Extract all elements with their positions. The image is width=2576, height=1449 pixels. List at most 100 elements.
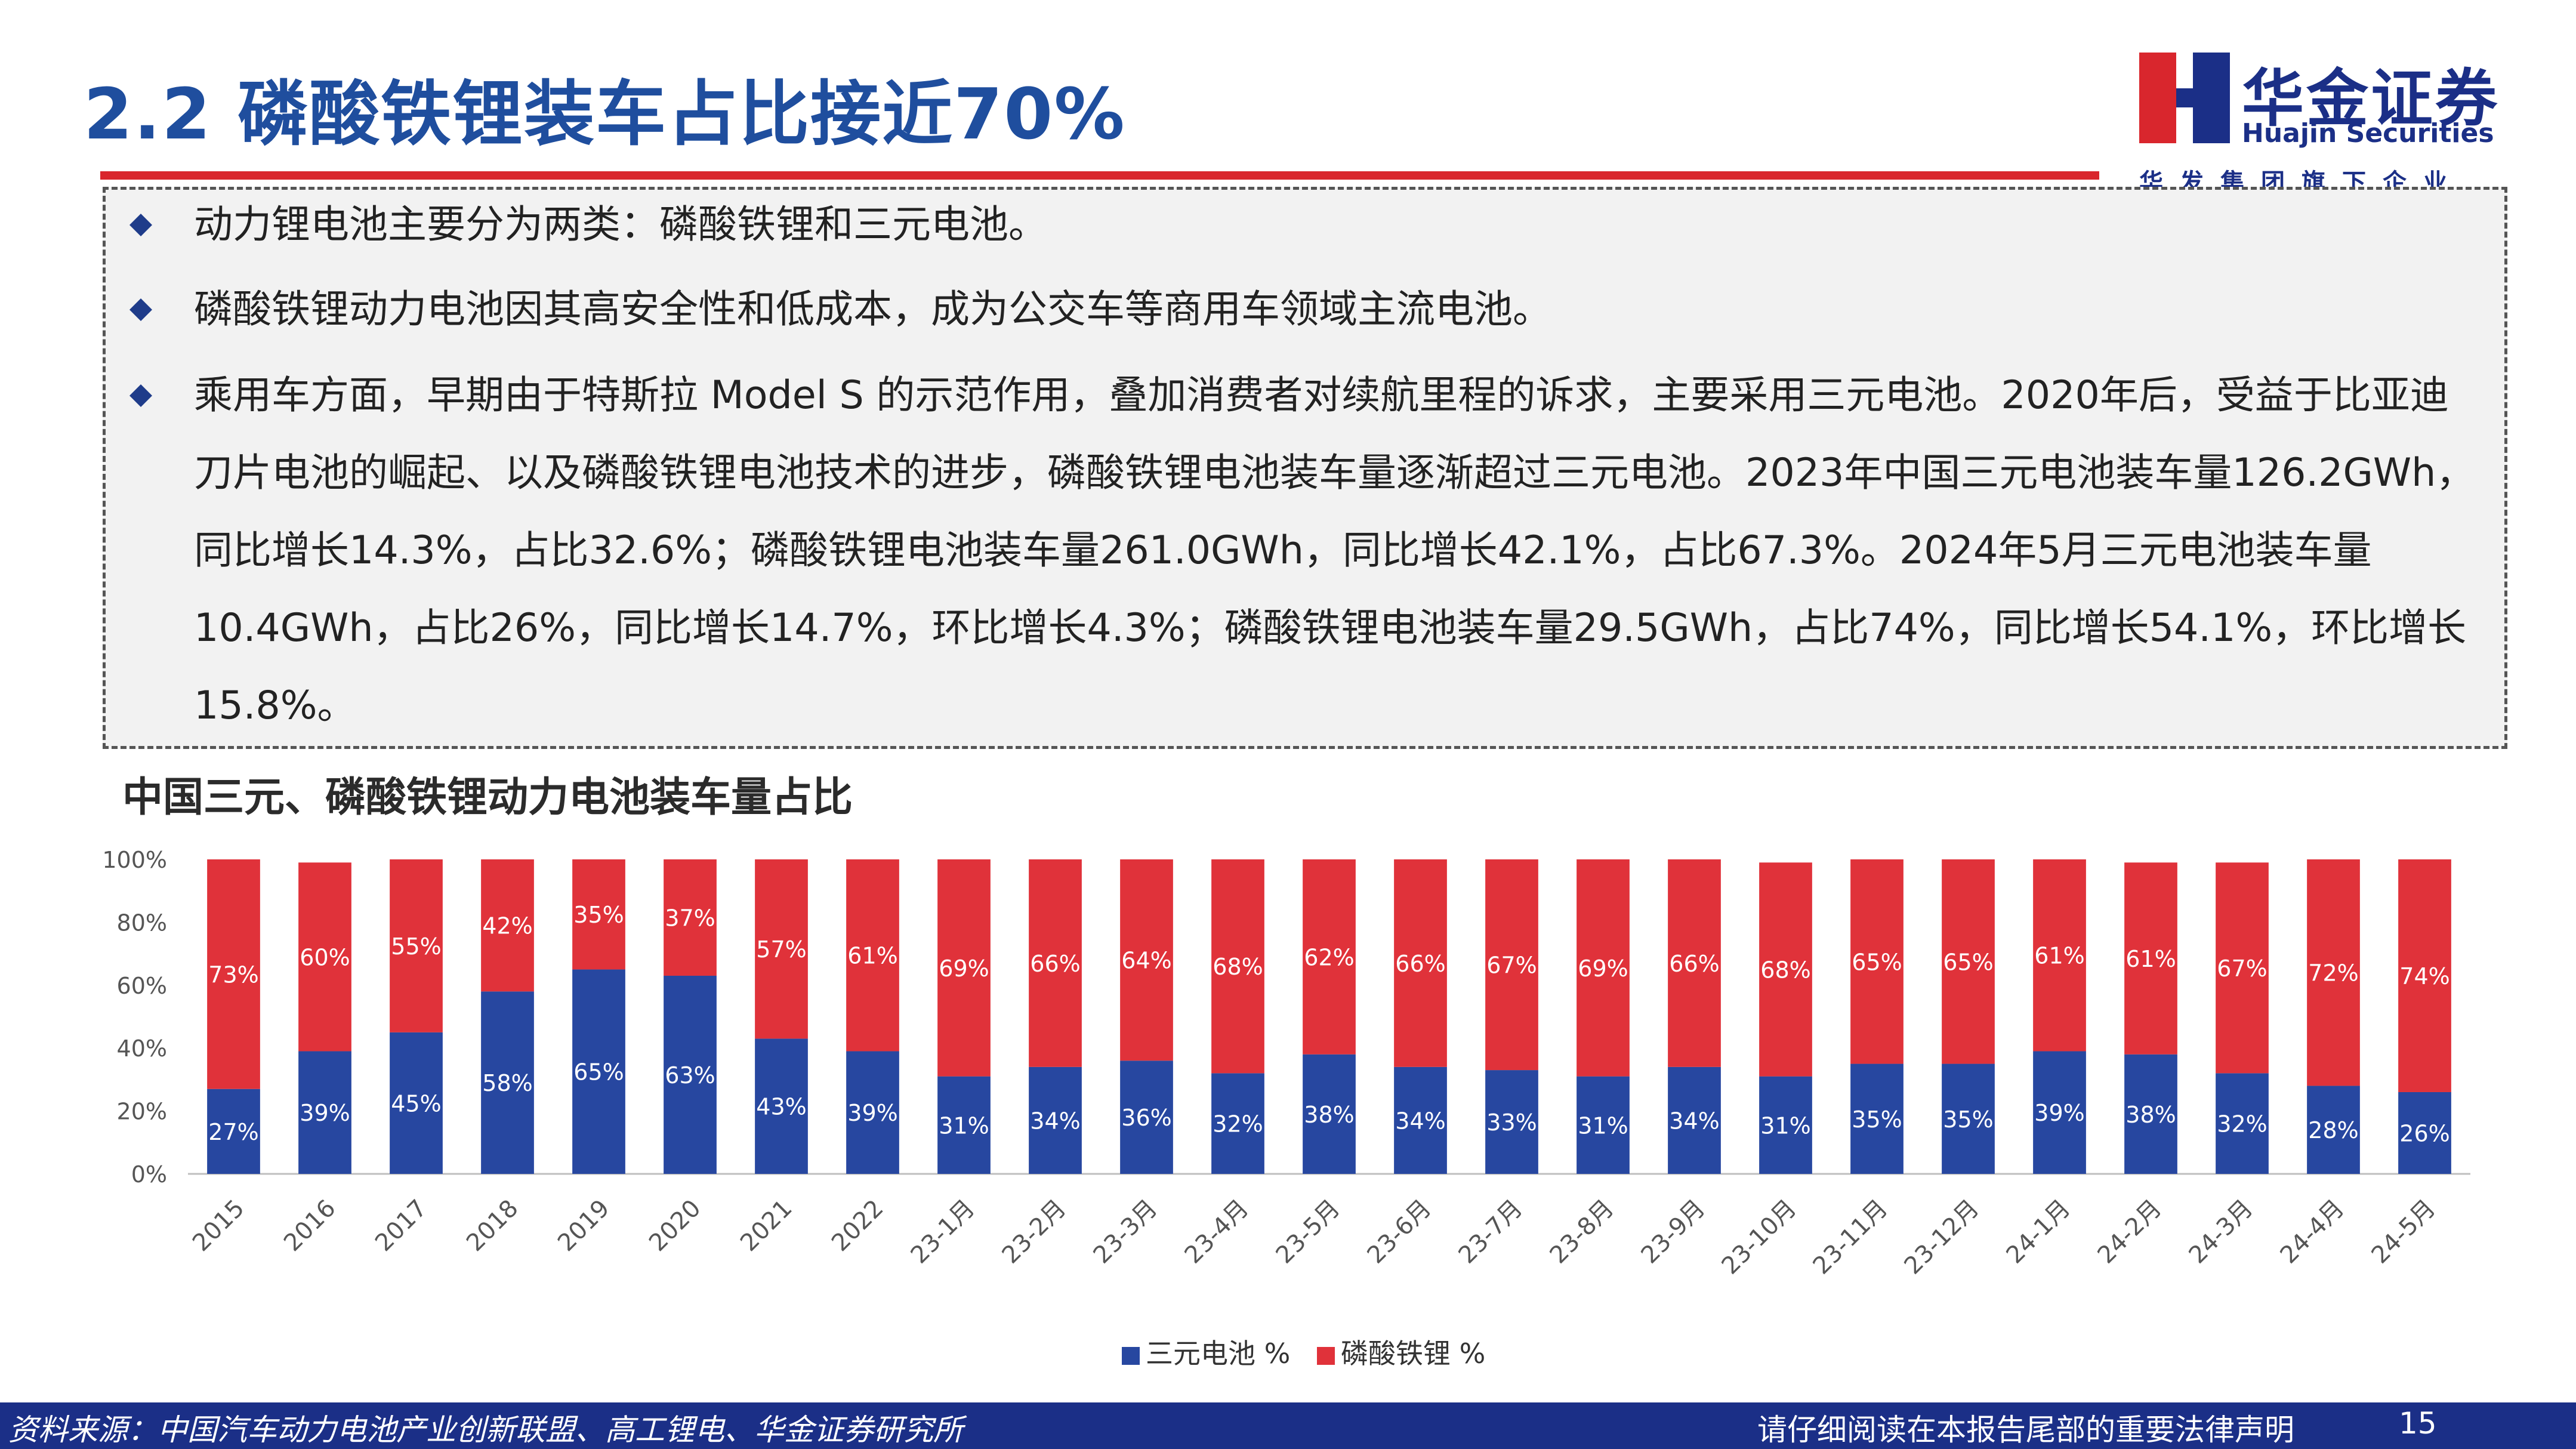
data-label-ternary: 36%	[1121, 1105, 1171, 1131]
data-label-lfp: 35%	[573, 902, 624, 928]
data-label-ternary: 39%	[2034, 1100, 2084, 1126]
bar-ternary	[1485, 1070, 1538, 1174]
data-label-ternary: 26%	[2399, 1120, 2449, 1146]
data-label-ternary: 58%	[482, 1070, 532, 1096]
bar-ternary	[755, 1038, 808, 1174]
footer-bar	[0, 1402, 2576, 1449]
data-label-lfp: 55%	[391, 933, 441, 960]
data-label-ternary: 33%	[1486, 1109, 1537, 1136]
legend-swatch-ternary	[1122, 1346, 1140, 1365]
logo-mark-icon	[2139, 53, 2230, 143]
x-tick-label: 2020	[644, 1195, 707, 1257]
bar-ternary	[390, 1032, 443, 1174]
data-label-lfp: 42%	[482, 913, 532, 939]
x-tick-label: 2017	[370, 1195, 433, 1257]
x-tick-label: 23-11月	[1808, 1195, 1893, 1280]
data-label-ternary: 39%	[300, 1100, 350, 1126]
y-tick-label: 40%	[117, 1035, 167, 1062]
data-label-lfp: 68%	[1213, 954, 1263, 980]
data-label-ternary: 45%	[391, 1090, 441, 1117]
data-label-ternary: 32%	[1213, 1111, 1263, 1137]
bar-ternary	[298, 1051, 351, 1174]
data-label-lfp: 73%	[208, 961, 258, 988]
y-tick-label: 100%	[102, 847, 167, 873]
data-label-ternary: 31%	[1578, 1112, 1628, 1139]
bullet-text-3: 乘用车方面，早期由于特斯拉 Model S 的示范作用，叠加消费者对续航里程的诉…	[194, 373, 2475, 728]
y-tick-label: 20%	[117, 1099, 167, 1125]
data-label-lfp: 65%	[1852, 949, 1902, 975]
chart-title: 中国三元、磷酸铁锂动力电池装车量占比	[122, 774, 853, 821]
x-tick-label: 24-4月	[2275, 1195, 2350, 1269]
footer-source: 资料来源：中国汽车动力电池产业创新联盟、高工锂电、华金证券研究所	[8, 1413, 963, 1447]
data-label-lfp: 69%	[1578, 955, 1628, 982]
bar-ternary	[1759, 1076, 1812, 1174]
x-tick-label: 23-7月	[1454, 1195, 1528, 1269]
footer-legal-notice: 请仔细阅读在本报告尾部的重要法律声明	[1757, 1413, 2294, 1447]
bar-lfp	[1668, 859, 1721, 1067]
legend-label-ternary: 三元电池 %	[1146, 1337, 1291, 1370]
bar-lfp	[1850, 859, 1904, 1064]
data-label-ternary: 43%	[756, 1094, 806, 1120]
data-label-lfp: 66%	[1395, 951, 1445, 977]
data-label-lfp: 74%	[2399, 963, 2449, 989]
x-tick-label: 2021	[735, 1195, 798, 1257]
bar-ternary	[1303, 1054, 1356, 1174]
chart-legend: 三元电池 % 磷酸铁锂 %	[1122, 1332, 1503, 1371]
company-logo: 华金证券 Huajin Securities 华发集团旗下企业	[2139, 53, 2512, 202]
bar-ternary	[1394, 1066, 1447, 1174]
bar-lfp	[1211, 859, 1264, 1074]
diamond-bullet-icon	[129, 384, 152, 407]
data-label-lfp: 66%	[1030, 951, 1080, 977]
bar-ternary	[2033, 1051, 2086, 1174]
x-tick-label: 2016	[279, 1195, 341, 1257]
data-label-lfp: 37%	[665, 905, 715, 931]
data-label-lfp: 60%	[300, 944, 350, 970]
x-tick-label: 2022	[826, 1195, 889, 1257]
logo-chinese-name: 华金证券	[2242, 62, 2500, 135]
bar-lfp	[207, 859, 260, 1089]
bar-ternary	[2398, 1092, 2451, 1174]
bar-lfp	[2216, 862, 2269, 1074]
data-label-lfp: 67%	[1486, 952, 1537, 979]
data-label-ternary: 35%	[1852, 1106, 1902, 1133]
bar-ternary	[1850, 1063, 1904, 1174]
bar-ternary	[1942, 1063, 1995, 1174]
legend-item-ternary: 三元电池 %	[1122, 1332, 1290, 1371]
bar-lfp	[2398, 859, 2451, 1092]
title-underline	[100, 171, 2099, 180]
x-tick-label: 24-3月	[2184, 1195, 2259, 1269]
y-tick-label: 0%	[131, 1161, 167, 1188]
x-tick-label: 23-10月	[1717, 1195, 1802, 1280]
page-title: 2.2 磷酸铁锂装车占比接近70%	[84, 73, 1126, 155]
bar-lfp	[846, 859, 899, 1052]
bar-ternary	[1577, 1076, 1630, 1174]
bar-lfp	[1577, 859, 1630, 1077]
bar-lfp	[1029, 859, 1082, 1067]
bar-ternary	[2216, 1073, 2269, 1174]
x-tick-label: 24-5月	[2367, 1195, 2441, 1269]
data-label-ternary: 28%	[2308, 1117, 2358, 1143]
data-label-ternary: 31%	[1760, 1112, 1810, 1139]
data-label-ternary: 31%	[939, 1112, 989, 1139]
data-label-ternary: 63%	[665, 1062, 715, 1089]
bar-ternary	[2307, 1086, 2360, 1174]
data-label-lfp: 65%	[1943, 949, 1993, 975]
bar-lfp	[937, 859, 991, 1077]
x-tick-label: 23-3月	[1088, 1195, 1163, 1269]
x-tick-label: 23-6月	[1362, 1195, 1437, 1269]
x-tick-label: 23-9月	[1636, 1195, 1711, 1269]
data-label-ternary: 34%	[1395, 1108, 1445, 1134]
data-label-lfp: 61%	[847, 943, 897, 969]
bar-lfp	[1942, 859, 1995, 1064]
bar-ternary	[481, 991, 534, 1174]
diamond-bullet-icon	[129, 214, 152, 236]
legend-item-lfp: 磷酸铁锂 %	[1316, 1332, 1486, 1371]
data-label-lfp: 62%	[1304, 944, 1354, 970]
legend-label-lfp: 磷酸铁锂 %	[1340, 1337, 1486, 1370]
data-label-lfp: 66%	[1669, 951, 1719, 977]
x-tick-label: 23-1月	[906, 1195, 980, 1269]
data-label-lfp: 72%	[2308, 960, 2358, 986]
bar-ternary	[846, 1051, 899, 1174]
bar-lfp	[481, 859, 534, 992]
bar-lfp	[2307, 859, 2360, 1086]
